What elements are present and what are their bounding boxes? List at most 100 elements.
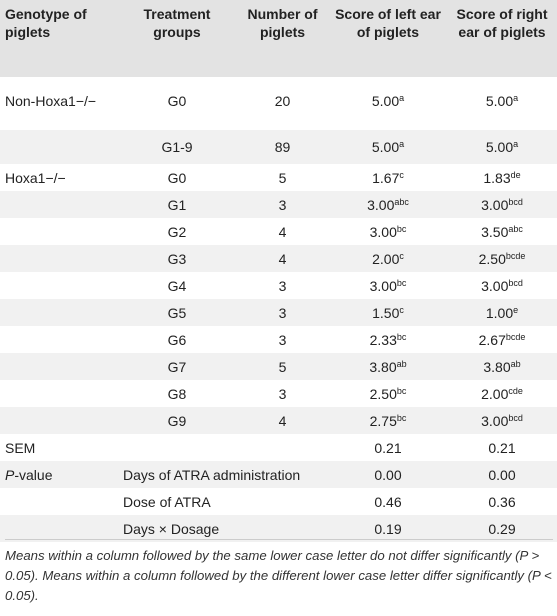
header-row: Genotype of piglets Treatment groups Num… [0, 0, 557, 77]
group-cell [118, 434, 236, 461]
count-cell: 3 [236, 299, 329, 326]
count-cell: 3 [236, 191, 329, 218]
left-score-cell: 2.50bc [329, 380, 447, 407]
left-score-letters: a [399, 139, 405, 149]
left-score-cell: 1.67c [329, 164, 447, 191]
genotype-cell [0, 272, 118, 299]
left-score-letters: ab [396, 359, 407, 369]
right-score-cell: 3.00bcd [447, 407, 557, 434]
left-score-letters: bc [396, 278, 407, 288]
count-cell: 3 [278, 332, 287, 348]
left-score-letters: bc [396, 413, 407, 423]
left-score-value: 2.50 [369, 386, 397, 402]
left-score-value: 5.00 [371, 139, 400, 155]
count-cell: 4 [236, 407, 329, 434]
header-left-ear-score: Score of left ear of piglets [329, 0, 447, 77]
pvalue-row: P-value Days of ATRA administration 0.00… [0, 461, 557, 488]
left-score-value: 3.00 [367, 197, 395, 213]
right-score-cell: 3.80ab [447, 353, 557, 380]
right-score-letters: bcde [505, 332, 526, 342]
count-cell: 4 [236, 245, 329, 272]
count-cell [236, 434, 329, 461]
right-score-cell: 2.00cde [447, 380, 557, 407]
right-score-cell: 3.50abc [447, 218, 557, 245]
left-score-value: 3.00 [369, 278, 397, 294]
left-score-letters: c [399, 170, 404, 180]
pvalue-label-rest: -value [14, 467, 53, 483]
genotype-cell [0, 245, 118, 272]
left-score-letters: bc [396, 224, 407, 234]
right-score-value: 3.00 [481, 197, 509, 213]
left-score-letters: a [399, 93, 405, 103]
right-score-letters: bcd [508, 278, 523, 288]
table-row: G2 4 3.00bc 3.50abc [0, 218, 557, 245]
count-cell: 4 [278, 224, 287, 240]
right-score-letters: cde [508, 386, 523, 396]
left-score-cell: 1.50c [329, 299, 447, 326]
left-score-cell: 3.00bc [329, 272, 447, 299]
pvalue-factor: Days of ATRA administration [118, 461, 329, 488]
group-cell: G3 [118, 245, 236, 272]
left-score-cell: 5.00a [329, 130, 447, 164]
genotype-cell [0, 380, 118, 407]
pvalue-right-value: 0.36 [488, 494, 516, 510]
left-score-letters: bc [396, 332, 407, 342]
right-score-value: 5.00 [485, 93, 514, 109]
right-score-letters: ab [510, 359, 521, 369]
sem-right-value: 0.21 [488, 440, 516, 456]
right-score-cell: 5.00a [447, 77, 557, 130]
genotype-cell [0, 407, 118, 434]
table-row: G5 3 1.50c 1.00e [0, 299, 557, 326]
pvalue-factor: Days × Dosage [118, 515, 329, 542]
left-score-value: 2.75 [369, 413, 397, 429]
pvalue-left-value: 0.46 [374, 494, 402, 510]
group-cell: G2 [167, 224, 187, 240]
group-cell: G1-9 [118, 130, 236, 164]
left-score-cell: 3.80ab [329, 353, 447, 380]
pvalue-label-italic: P [5, 467, 15, 483]
pvalue-left-value: 0.19 [329, 515, 447, 542]
right-score-value: 1.83 [483, 170, 511, 186]
right-score-value: 2.00 [481, 386, 509, 402]
group-cell: G9 [118, 407, 236, 434]
group-cell: G5 [118, 299, 236, 326]
group-cell: G6 [167, 332, 187, 348]
left-score-value: 1.50 [372, 305, 400, 321]
table-row: Non-Hoxa1−/− G0 20 5.00a 5.00a [0, 77, 557, 130]
genotype-cell [0, 130, 118, 164]
left-score-value: 3.00 [369, 224, 397, 240]
sem-label: SEM [5, 440, 36, 456]
pvalue-right-value: 0.29 [447, 515, 557, 542]
right-score-cell: 2.50bcde [447, 245, 557, 272]
right-score-cell: 5.00a [447, 130, 557, 164]
right-score-letters: a [513, 93, 519, 103]
right-score-cell: 3.00bcd [447, 191, 557, 218]
count-cell: 5 [236, 353, 329, 380]
left-score-value: 1.67 [372, 170, 400, 186]
header-number-of-piglets: Number of piglets [236, 0, 329, 77]
left-score-value: 2.33 [369, 332, 397, 348]
pvalue-row: Dose of ATRA 0.46 0.36 [0, 488, 557, 515]
table-footnote: Means within a column followed by the sa… [5, 539, 553, 606]
genotype-cell [0, 299, 118, 326]
header-genotype: Genotype of piglets [0, 0, 118, 77]
left-score-letters: bc [396, 386, 407, 396]
table-row: G8 3 2.50bc 2.00cde [0, 380, 557, 407]
group-cell: G0 [167, 170, 187, 186]
group-cell: G1 [118, 191, 236, 218]
right-score-letters: bcd [508, 413, 523, 423]
genotype-cell: Hoxa1−/− [5, 170, 66, 186]
count-cell: 3 [278, 278, 287, 294]
right-score-letters: de [510, 170, 521, 180]
results-table: Genotype of piglets Treatment groups Num… [0, 0, 557, 542]
right-score-value: 2.67 [478, 332, 506, 348]
genotype-cell [0, 326, 118, 353]
group-cell: G7 [118, 353, 236, 380]
pvalue-label: P-value [0, 461, 118, 488]
table-row: G1 3 3.00abc 3.00bcd [0, 191, 557, 218]
table-header: Genotype of piglets Treatment groups Num… [0, 0, 557, 77]
sem-left-value: 0.21 [374, 440, 402, 456]
right-score-letters: abc [508, 224, 523, 234]
header-right-ear-score: Score of right ear of piglets [447, 0, 557, 77]
table-row: G4 3 3.00bc 3.00bcd [0, 272, 557, 299]
